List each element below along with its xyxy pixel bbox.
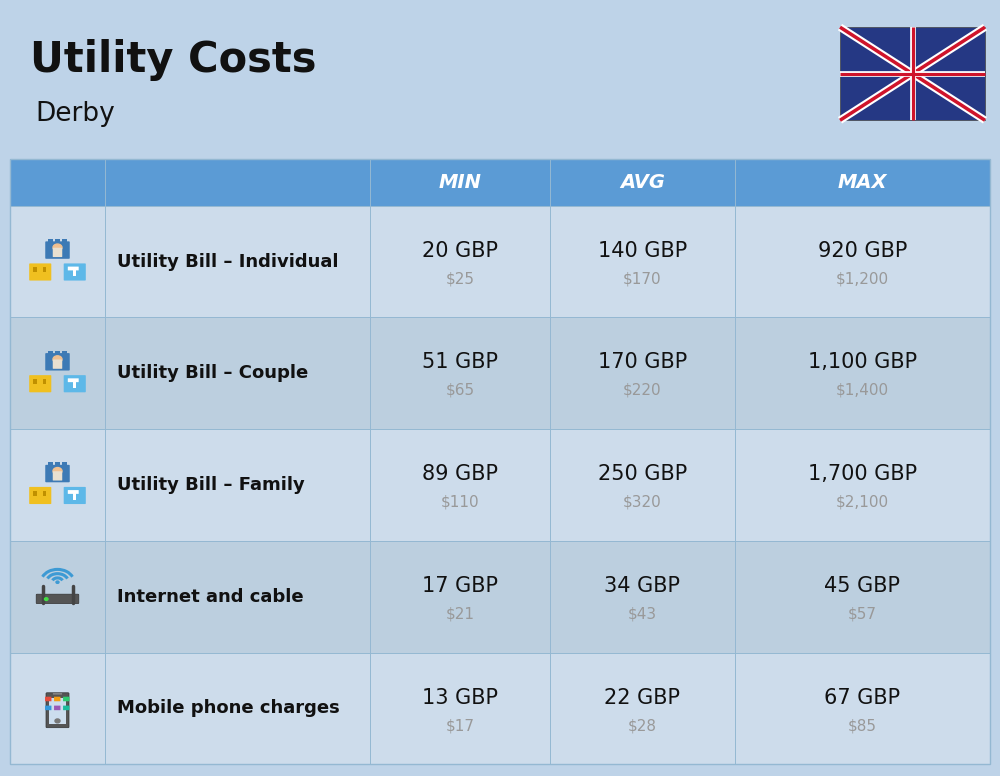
FancyBboxPatch shape (36, 594, 79, 604)
Text: 51 GBP: 51 GBP (422, 352, 498, 372)
FancyBboxPatch shape (33, 491, 36, 496)
FancyBboxPatch shape (10, 206, 990, 317)
FancyBboxPatch shape (68, 490, 79, 494)
Text: Utility Costs: Utility Costs (30, 39, 316, 81)
FancyBboxPatch shape (33, 379, 36, 384)
FancyBboxPatch shape (43, 379, 46, 384)
Text: $65: $65 (445, 383, 475, 398)
Text: $170: $170 (623, 271, 662, 286)
Text: Utility Bill – Individual: Utility Bill – Individual (117, 252, 338, 271)
Circle shape (55, 719, 60, 723)
FancyBboxPatch shape (10, 317, 990, 429)
Circle shape (56, 581, 59, 584)
Text: MAX: MAX (838, 173, 887, 192)
Text: 67 GBP: 67 GBP (824, 688, 901, 708)
FancyBboxPatch shape (10, 541, 990, 653)
Circle shape (44, 598, 48, 601)
Text: $1,200: $1,200 (836, 271, 889, 286)
Text: $220: $220 (623, 383, 662, 398)
FancyBboxPatch shape (63, 697, 69, 702)
Text: 250 GBP: 250 GBP (598, 464, 687, 484)
Text: $1,400: $1,400 (836, 383, 889, 398)
Text: $25: $25 (446, 271, 475, 286)
FancyBboxPatch shape (72, 494, 76, 500)
Text: 22 GBP: 22 GBP (604, 688, 680, 708)
Text: 20 GBP: 20 GBP (422, 241, 498, 261)
Text: MIN: MIN (438, 173, 482, 192)
FancyBboxPatch shape (45, 465, 70, 482)
FancyBboxPatch shape (45, 353, 70, 370)
Text: 920 GBP: 920 GBP (818, 241, 907, 261)
FancyBboxPatch shape (72, 270, 76, 276)
FancyBboxPatch shape (29, 263, 51, 281)
Circle shape (53, 244, 62, 251)
FancyBboxPatch shape (54, 462, 60, 466)
Text: Internet and cable: Internet and cable (117, 587, 304, 606)
FancyBboxPatch shape (45, 705, 51, 710)
Circle shape (53, 467, 62, 475)
FancyBboxPatch shape (68, 267, 79, 270)
FancyBboxPatch shape (49, 698, 66, 724)
Text: $28: $28 (628, 718, 657, 733)
FancyBboxPatch shape (53, 359, 62, 369)
Text: AVG: AVG (620, 173, 665, 192)
Text: $2,100: $2,100 (836, 494, 889, 510)
FancyBboxPatch shape (43, 267, 46, 272)
Text: 89 GBP: 89 GBP (422, 464, 498, 484)
FancyBboxPatch shape (53, 471, 62, 480)
Text: $57: $57 (848, 606, 877, 622)
FancyBboxPatch shape (43, 491, 46, 496)
FancyBboxPatch shape (48, 239, 53, 242)
Text: 45 GBP: 45 GBP (824, 576, 900, 596)
Text: 140 GBP: 140 GBP (598, 241, 687, 261)
FancyBboxPatch shape (54, 351, 60, 354)
FancyBboxPatch shape (33, 267, 36, 272)
FancyBboxPatch shape (53, 248, 62, 257)
FancyBboxPatch shape (64, 263, 86, 281)
FancyBboxPatch shape (29, 375, 51, 393)
FancyBboxPatch shape (64, 487, 86, 504)
Text: 34 GBP: 34 GBP (604, 576, 680, 596)
Text: Utility Bill – Couple: Utility Bill – Couple (117, 364, 308, 383)
FancyBboxPatch shape (10, 429, 990, 541)
Text: $110: $110 (441, 494, 479, 510)
Text: 17 GBP: 17 GBP (422, 576, 498, 596)
FancyBboxPatch shape (45, 241, 70, 258)
FancyBboxPatch shape (46, 693, 69, 728)
FancyBboxPatch shape (10, 159, 990, 206)
Text: $320: $320 (623, 494, 662, 510)
FancyBboxPatch shape (63, 705, 69, 710)
Text: $43: $43 (628, 606, 657, 622)
FancyBboxPatch shape (840, 27, 985, 120)
FancyBboxPatch shape (54, 705, 60, 710)
FancyBboxPatch shape (62, 239, 67, 242)
FancyBboxPatch shape (10, 653, 990, 764)
Text: Derby: Derby (35, 101, 115, 127)
Circle shape (53, 355, 62, 363)
Text: 1,100 GBP: 1,100 GBP (808, 352, 917, 372)
FancyBboxPatch shape (48, 462, 53, 466)
FancyBboxPatch shape (53, 693, 62, 695)
FancyBboxPatch shape (48, 351, 53, 354)
FancyBboxPatch shape (54, 697, 60, 702)
FancyBboxPatch shape (45, 697, 51, 702)
Text: 1,700 GBP: 1,700 GBP (808, 464, 917, 484)
Text: $17: $17 (446, 718, 475, 733)
FancyBboxPatch shape (62, 351, 67, 354)
FancyBboxPatch shape (68, 379, 79, 382)
Text: 170 GBP: 170 GBP (598, 352, 687, 372)
Text: Mobile phone charges: Mobile phone charges (117, 699, 340, 718)
FancyBboxPatch shape (29, 487, 51, 504)
Text: $85: $85 (848, 718, 877, 733)
FancyBboxPatch shape (54, 239, 60, 242)
FancyBboxPatch shape (64, 375, 86, 393)
Text: Utility Bill – Family: Utility Bill – Family (117, 476, 305, 494)
Text: 13 GBP: 13 GBP (422, 688, 498, 708)
FancyBboxPatch shape (72, 382, 76, 388)
FancyBboxPatch shape (62, 462, 67, 466)
Text: $21: $21 (446, 606, 475, 622)
